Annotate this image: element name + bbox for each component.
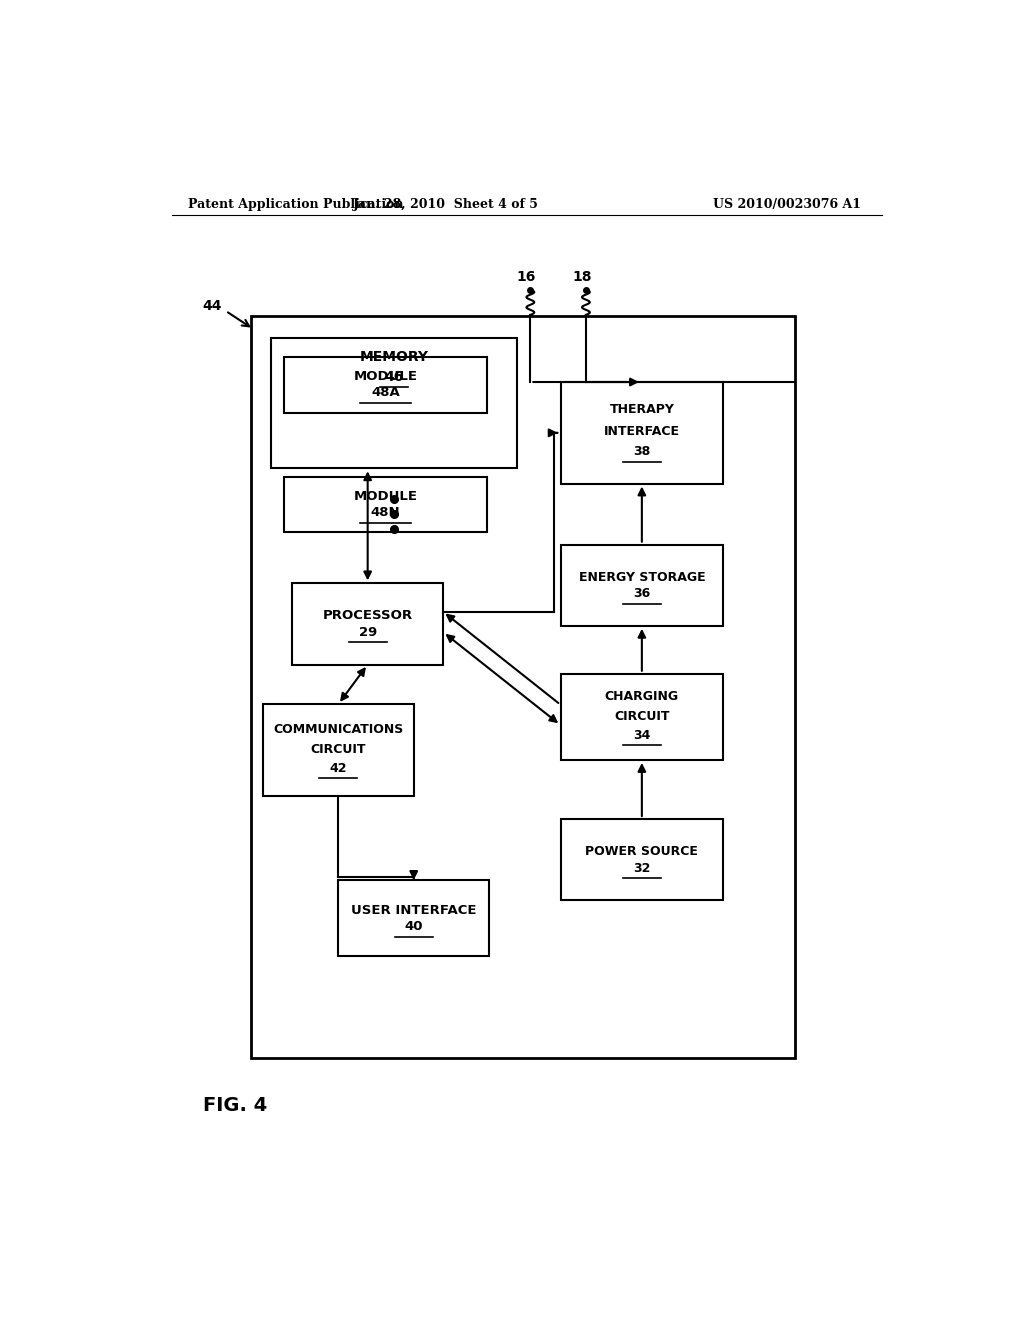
Text: Patent Application Publication: Patent Application Publication — [187, 198, 403, 211]
Text: POWER SOURCE: POWER SOURCE — [586, 845, 698, 858]
Text: INTERFACE: INTERFACE — [604, 425, 680, 438]
FancyBboxPatch shape — [270, 338, 517, 469]
FancyBboxPatch shape — [285, 356, 486, 412]
Text: MODULE: MODULE — [353, 370, 418, 383]
FancyBboxPatch shape — [338, 880, 489, 956]
Text: MODULE: MODULE — [353, 490, 418, 503]
FancyBboxPatch shape — [560, 545, 723, 626]
Text: CIRCUIT: CIRCUIT — [614, 710, 670, 723]
Text: Jan. 28, 2010  Sheet 4 of 5: Jan. 28, 2010 Sheet 4 of 5 — [352, 198, 539, 211]
Text: USER INTERFACE: USER INTERFACE — [351, 903, 476, 916]
Text: 32: 32 — [633, 862, 650, 875]
FancyBboxPatch shape — [263, 704, 414, 796]
FancyBboxPatch shape — [285, 477, 486, 532]
Text: PROCESSOR: PROCESSOR — [323, 610, 413, 622]
Text: ENERGY STORAGE: ENERGY STORAGE — [579, 570, 706, 583]
FancyBboxPatch shape — [251, 315, 795, 1057]
Text: 34: 34 — [633, 729, 650, 742]
FancyBboxPatch shape — [560, 818, 723, 900]
FancyBboxPatch shape — [560, 673, 723, 760]
Text: US 2010/0023076 A1: US 2010/0023076 A1 — [713, 198, 861, 211]
FancyBboxPatch shape — [560, 381, 723, 483]
Text: FIG. 4: FIG. 4 — [204, 1096, 267, 1115]
Text: 42: 42 — [330, 762, 347, 775]
Text: MEMORY: MEMORY — [359, 350, 428, 363]
Text: CHARGING: CHARGING — [605, 690, 679, 704]
Text: 48A: 48A — [371, 387, 400, 400]
Text: 48N: 48N — [371, 507, 400, 519]
Text: 40: 40 — [404, 920, 423, 933]
Text: 36: 36 — [633, 587, 650, 601]
Text: THERAPY: THERAPY — [609, 403, 674, 416]
Text: CIRCUIT: CIRCUIT — [310, 743, 366, 756]
Text: 29: 29 — [358, 626, 377, 639]
Text: 38: 38 — [633, 445, 650, 458]
FancyBboxPatch shape — [292, 583, 443, 664]
Text: 16: 16 — [517, 271, 537, 284]
Text: 18: 18 — [572, 271, 592, 284]
Text: 46: 46 — [384, 370, 403, 384]
Text: 44: 44 — [202, 298, 221, 313]
Text: COMMUNICATIONS: COMMUNICATIONS — [273, 723, 403, 737]
